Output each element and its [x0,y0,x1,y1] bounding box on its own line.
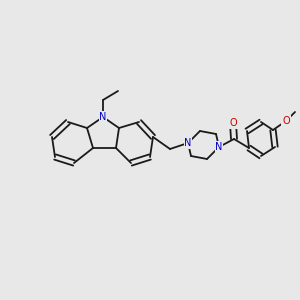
Text: N: N [184,138,192,148]
Text: O: O [229,118,237,128]
Text: O: O [282,116,290,126]
Text: N: N [215,142,223,152]
Text: N: N [99,112,107,122]
